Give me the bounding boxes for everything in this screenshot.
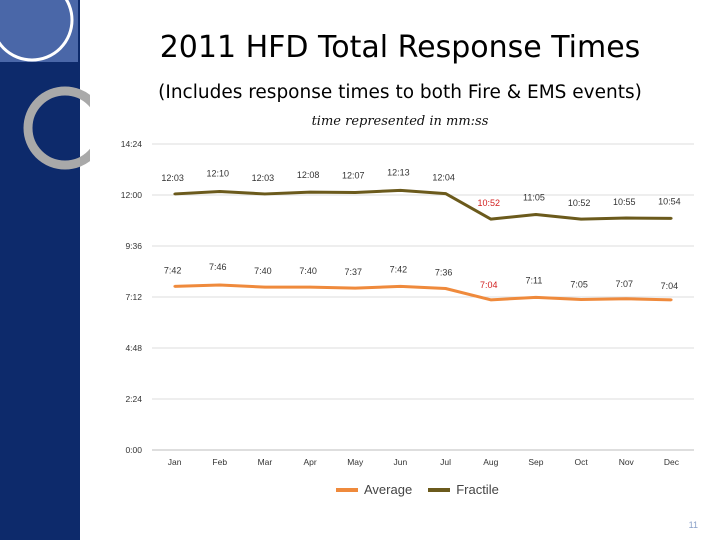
decorative-ring-white [0, 0, 74, 62]
data-label-average: 7:05 [570, 279, 588, 289]
data-label-average: 7:42 [390, 264, 408, 274]
data-label-average: 7:42 [164, 265, 182, 275]
y-tick-label: 12:00 [121, 190, 143, 200]
data-label-fractile: 12:07 [342, 171, 365, 181]
y-tick-label: 0:00 [125, 445, 142, 455]
legend-item-average: Average [336, 482, 412, 497]
legend-item-fractile: Fractile [428, 482, 499, 497]
data-label-fractile: 10:54 [658, 196, 681, 206]
legend-label-fractile: Fractile [456, 482, 499, 497]
chart-title: time represented in mm:ss [311, 114, 489, 129]
data-point-average [489, 298, 492, 302]
x-tick-label: Sep [528, 457, 543, 467]
y-tick-label: 14:24 [121, 139, 143, 149]
data-point-average [218, 283, 221, 287]
data-point-average [263, 285, 267, 289]
slide-title: 2011 HFD Total Response Times [159, 30, 641, 65]
data-label-fractile: 10:52 [477, 198, 500, 208]
x-tick-label: Aug [483, 457, 498, 467]
data-label-fractile: 12:13 [387, 167, 410, 177]
data-point-fractile [444, 192, 447, 195]
data-point-average [399, 285, 402, 288]
data-point-fractile [489, 217, 492, 221]
data-point-average [670, 298, 673, 302]
data-point-average [534, 296, 538, 299]
data-label-fractile: 11:05 [523, 192, 545, 202]
data-point-fractile [354, 191, 357, 194]
data-point-fractile [308, 190, 312, 194]
y-tick-label: 2:24 [125, 394, 142, 404]
data-point-fractile [173, 192, 176, 196]
data-label-average: 7:36 [435, 268, 453, 278]
data-point-fractile [534, 213, 538, 216]
data-label-fractile: 12:10 [206, 168, 229, 178]
decorative-square [0, 0, 78, 62]
data-label-average: 7:40 [299, 266, 317, 276]
x-tick-label: Dec [664, 457, 680, 467]
data-label-average: 7:40 [254, 266, 272, 276]
data-point-average [444, 287, 447, 290]
x-tick-label: Jan [168, 457, 182, 467]
x-tick-label: Apr [303, 457, 316, 467]
decorative-circles-graphic [0, 0, 90, 170]
data-point-average [308, 285, 312, 289]
data-label-fractile: 10:55 [613, 197, 636, 207]
data-point-average [579, 298, 583, 301]
x-tick-label: Jun [394, 457, 408, 467]
data-point-average [354, 286, 357, 290]
data-label-fractile: 12:08 [297, 170, 320, 180]
decorative-ring-grey [23, 86, 90, 170]
data-label-average: 7:37 [344, 267, 362, 277]
data-label-average: 7:04 [661, 281, 679, 291]
data-point-average [173, 285, 176, 288]
data-label-average: 7:07 [615, 279, 633, 289]
chart-legend: Average Fractile [336, 482, 515, 497]
data-point-fractile [579, 217, 583, 221]
data-point-fractile [625, 216, 628, 220]
series-line-fractile [174, 188, 672, 221]
legend-swatch-fractile [428, 487, 451, 492]
x-tick-label: Oct [574, 457, 588, 467]
data-point-fractile [263, 192, 267, 196]
y-tick-label: 9:36 [125, 241, 142, 251]
data-label-average: 7:46 [209, 262, 227, 272]
data-point-fractile [399, 189, 402, 192]
x-tick-label: Mar [258, 457, 273, 467]
x-tick-label: Feb [212, 457, 227, 467]
legend-swatch-average [336, 487, 358, 492]
y-tick-label: 7:12 [125, 292, 142, 302]
page-number: 11 [688, 520, 698, 530]
legend-label-average: Average [364, 482, 413, 497]
data-point-average [625, 297, 628, 300]
x-tick-label: May [347, 457, 364, 467]
data-label-fractile: 10:52 [568, 198, 591, 208]
series-line-average [174, 283, 672, 302]
data-label-fractile: 12:03 [161, 173, 184, 183]
x-tick-label: Nov [619, 457, 635, 467]
data-label-fractile: 12:03 [252, 173, 275, 183]
x-tick-label: Jul [440, 457, 451, 467]
data-point-fractile [218, 190, 221, 193]
data-label-average: 7:11 [525, 275, 542, 285]
sidebar-band [0, 0, 90, 540]
data-point-fractile [670, 217, 673, 220]
data-label-fractile: 12:04 [432, 173, 455, 183]
data-label-average: 7:04 [480, 280, 498, 290]
y-tick-label: 4:48 [125, 343, 142, 353]
slide-subtitle: (Includes response times to both Fire & … [158, 82, 642, 103]
